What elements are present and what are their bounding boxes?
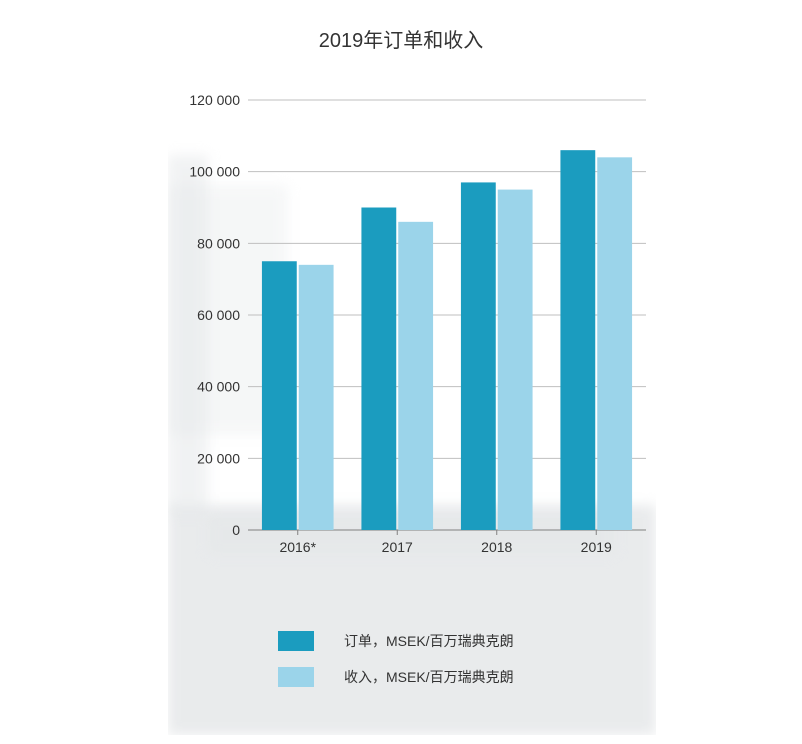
chart-svg: 0 20 000 40 000 60 000 80 000 100 000 120 000 2… bbox=[168, 75, 656, 575]
bar bbox=[560, 150, 595, 530]
chart-plot: 0 20 000 40 000 60 000 80 000 100 000 120 000 2… bbox=[168, 75, 656, 575]
x-tick-label: 2016* bbox=[279, 539, 316, 555]
x-tick-label: 2017 bbox=[382, 539, 413, 555]
chart-container: 0 20 000 40 000 60 000 80 000 100 000 120 000 2… bbox=[168, 75, 656, 735]
y-tick-label: 0 bbox=[232, 522, 240, 538]
legend-label: 收入，MSEK/百万瑞典克朗 bbox=[344, 667, 514, 687]
legend-item: 订单，MSEK/百万瑞典克朗 bbox=[278, 623, 514, 659]
bar bbox=[398, 222, 433, 530]
bar bbox=[461, 182, 496, 530]
x-tick-label: 2019 bbox=[581, 539, 612, 555]
bar bbox=[597, 157, 632, 530]
legend-label: 订单，MSEK/百万瑞典克朗 bbox=[344, 631, 514, 651]
page: 2019年订单和收入 0 20 000 40 000 60 000 80 000 100 … bbox=[0, 0, 802, 744]
y-tick-label: 80 000 bbox=[197, 235, 240, 251]
legend: 订单，MSEK/百万瑞典克朗收入，MSEK/百万瑞典克朗 bbox=[278, 623, 514, 695]
chart-title: 2019年订单和收入 bbox=[0, 24, 802, 53]
bar bbox=[299, 265, 334, 530]
y-tick-label: 100 000 bbox=[189, 164, 240, 180]
bar bbox=[262, 261, 297, 530]
bar bbox=[498, 190, 533, 530]
y-tick-label: 40 000 bbox=[197, 379, 240, 395]
legend-item: 收入，MSEK/百万瑞典克朗 bbox=[278, 659, 514, 695]
legend-swatch bbox=[278, 631, 314, 651]
y-tick-label: 120 000 bbox=[189, 92, 240, 108]
bar bbox=[361, 208, 396, 531]
y-tick-label: 20 000 bbox=[197, 450, 240, 466]
y-tick-label: 60 000 bbox=[197, 307, 240, 323]
legend-swatch bbox=[278, 667, 314, 687]
x-tick-label: 2018 bbox=[481, 539, 512, 555]
